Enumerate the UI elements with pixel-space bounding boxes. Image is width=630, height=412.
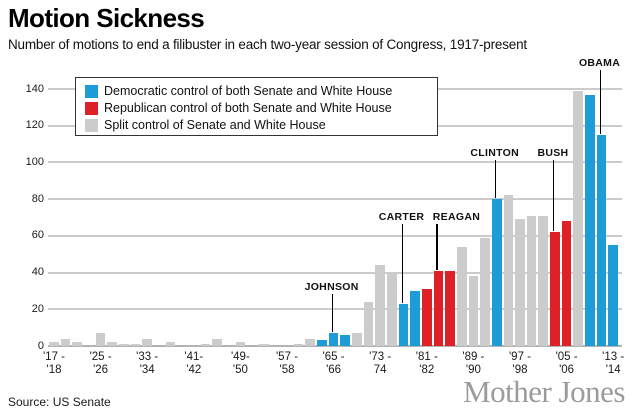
bar-1971-72 — [363, 301, 374, 346]
legend-label: Democratic control of both Senate and Wh… — [104, 84, 393, 98]
bar-1979-80 — [410, 290, 420, 346]
bar-1917-18 — [49, 342, 59, 346]
bar-1993-94 — [491, 199, 502, 346]
bar-1925-26 — [95, 333, 106, 346]
bar-1921-22 — [72, 342, 83, 346]
bar-2005-06 — [561, 221, 572, 346]
x-axis-label-50: '49- '50 — [230, 351, 250, 376]
bar-1937-38 — [165, 342, 176, 346]
bar-1991-92 — [480, 237, 490, 346]
bar-1999-00 — [526, 215, 537, 346]
annotation-clinton: CLINTON — [470, 147, 519, 159]
x-axis-label-74: '73 -74 — [369, 351, 392, 376]
democratic-swatch-icon — [85, 85, 98, 98]
x-axis-label-66: '65 - '66 — [322, 351, 345, 376]
bar-1983-84 — [433, 270, 444, 346]
bar-1977-78 — [398, 303, 409, 346]
split-swatch-icon — [85, 119, 98, 132]
bar-1931-32 — [130, 344, 141, 346]
annotation-line-johnson — [331, 294, 334, 333]
annotation-line-clinton — [494, 160, 497, 199]
x-axis-label-34: '33 - '34 — [136, 351, 159, 376]
bar-1973-74 — [375, 265, 386, 346]
x-axis-label-14: '13 - '14 — [602, 351, 625, 376]
bar-2011-12 — [596, 134, 607, 346]
x-axis-label-26: '25 - '26 — [89, 351, 112, 376]
annotation-line-reagan — [436, 224, 438, 270]
annotation-johnson: JOHNSON — [304, 281, 359, 293]
gridline-60 — [48, 234, 622, 237]
annotation-obama: OBAMA — [578, 57, 621, 69]
annotation-bush: BUSH — [537, 147, 569, 159]
y-axis-label-60: 60 — [31, 229, 44, 242]
annotation-line-obama — [599, 70, 602, 134]
bar-1945-46 — [212, 338, 222, 346]
y-axis-label-140: 140 — [25, 82, 44, 95]
republican-swatch-icon — [85, 102, 98, 115]
x-axis-label-98: '97 - '98 — [508, 351, 531, 376]
bar-1963-64 — [317, 340, 327, 346]
gridline-40 — [48, 271, 622, 274]
legend-box: Democratic control of both Senate and Wh… — [75, 77, 438, 136]
bar-2001-02 — [538, 215, 549, 346]
bar-2003-04 — [550, 232, 560, 346]
bar-2009-10 — [585, 94, 595, 346]
y-axis-label-20: 20 — [31, 302, 44, 315]
x-axis-label-82: '81 - '82 — [415, 351, 438, 376]
x-axis-label-42: '41- '42 — [184, 351, 204, 376]
mother-jones-logo: Mother Jones — [463, 374, 625, 409]
page-title: Motion Sickness — [8, 3, 205, 33]
y-axis-label-120: 120 — [25, 119, 44, 132]
x-axis-label-90: '89 - '90 — [462, 351, 485, 376]
gridline-0 — [48, 345, 622, 347]
bar-1997-98 — [515, 219, 525, 346]
annotation-reagan: REAGAN — [432, 211, 481, 223]
gridline-20 — [48, 308, 622, 311]
bar-1965-66 — [328, 333, 339, 346]
legend-label: Split control of Senate and White House — [104, 118, 326, 132]
bar-1943-44 — [200, 344, 211, 346]
bar-1961-62 — [305, 338, 316, 346]
x-axis-label-18: '17 - '18 — [42, 351, 65, 376]
bar-1929-30 — [119, 344, 129, 346]
annotation-line-carter — [401, 224, 403, 303]
bar-1933-34 — [142, 338, 153, 346]
bar-1989-90 — [468, 276, 479, 346]
gridline-100 — [48, 161, 622, 164]
bar-1927-28 — [107, 342, 118, 346]
bar-1985-86 — [445, 270, 455, 346]
y-axis-label-0: 0 — [37, 339, 44, 352]
bar-2013-14 — [608, 245, 619, 346]
source-note: Source: US Senate — [8, 395, 111, 409]
annotation-line-bush — [552, 160, 555, 232]
bar-1953-54 — [258, 344, 269, 346]
bar-1919-20 — [60, 338, 71, 346]
bar-1959-60 — [293, 344, 304, 346]
bar-1949-50 — [235, 342, 246, 346]
x-axis-label-58: '57 - '58 — [275, 351, 298, 376]
annotation-carter: CARTER — [378, 211, 425, 223]
bar-1967-68 — [340, 334, 351, 346]
bar-1975-76 — [387, 274, 397, 346]
x-axis-label-06: '05 - '06 — [555, 351, 578, 376]
y-axis-label-80: 80 — [31, 192, 44, 205]
y-axis-label-40: 40 — [31, 266, 44, 279]
bar-1987-88 — [456, 246, 467, 346]
y-axis-label-100: 100 — [25, 155, 44, 168]
bar-1969-70 — [352, 333, 362, 346]
bar-2007-08 — [573, 90, 584, 346]
legend-label: Republican control of both Senate and Wh… — [104, 101, 392, 115]
bar-1981-82 — [421, 289, 432, 346]
bar-1995-96 — [503, 195, 514, 346]
gridline-80 — [48, 198, 622, 201]
chart-subtitle: Number of motions to end a filibuster in… — [8, 37, 527, 52]
